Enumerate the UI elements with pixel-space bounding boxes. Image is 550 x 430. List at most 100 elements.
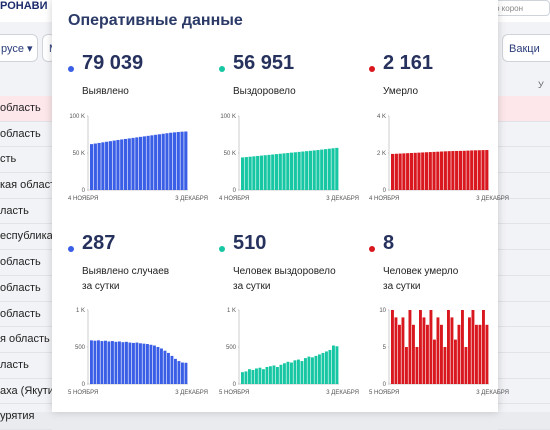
chart-bar[interactable] <box>90 144 94 190</box>
region-list-item[interactable]: ласть <box>0 353 52 379</box>
chart-bar[interactable] <box>116 139 120 190</box>
chart-bar[interactable] <box>107 341 111 384</box>
chart-bar[interactable] <box>405 347 408 384</box>
chart-bar[interactable] <box>332 345 335 384</box>
site-logo[interactable]: РОНАВИ <box>0 0 48 12</box>
chart-bar[interactable] <box>426 324 429 384</box>
chart-bar[interactable] <box>305 151 309 190</box>
chart-bar[interactable] <box>286 153 290 190</box>
chart-bar[interactable] <box>282 153 286 190</box>
chart-bar[interactable] <box>184 362 188 384</box>
chart-bar[interactable] <box>485 324 489 384</box>
chart-bar[interactable] <box>132 342 135 384</box>
chart-bar[interactable] <box>408 310 412 384</box>
chart-bar[interactable] <box>328 349 332 384</box>
chart-bar[interactable] <box>181 362 184 384</box>
region-list-item[interactable]: кая област <box>0 173 52 199</box>
chart-bar[interactable] <box>429 310 433 384</box>
chart-bar[interactable] <box>241 157 245 190</box>
chart-bar[interactable] <box>401 317 405 384</box>
chart-bar[interactable] <box>176 131 180 190</box>
chart-bar[interactable] <box>432 151 436 190</box>
chart-bar[interactable] <box>263 155 267 190</box>
chart-bar[interactable] <box>290 362 293 384</box>
chart-bar[interactable] <box>415 347 419 384</box>
chart-bar[interactable] <box>321 352 325 384</box>
chart-bar[interactable] <box>156 347 160 384</box>
chart-bar[interactable] <box>184 131 188 190</box>
chart-bar[interactable] <box>293 360 297 384</box>
chart-bar[interactable] <box>120 139 124 190</box>
chart-bar[interactable] <box>436 317 440 384</box>
chart-bar[interactable] <box>127 138 131 190</box>
chart-bar[interactable] <box>470 150 474 190</box>
chart-bar[interactable] <box>485 150 489 190</box>
chart-bar[interactable] <box>297 359 300 384</box>
chart-bar[interactable] <box>327 148 331 190</box>
chart-bar[interactable] <box>335 346 339 384</box>
chart-bar[interactable] <box>475 324 478 384</box>
chart-bar[interactable] <box>154 134 158 190</box>
chart-bar[interactable] <box>121 342 125 384</box>
chart-bar[interactable] <box>464 347 468 384</box>
chart-bar[interactable] <box>244 371 248 384</box>
chart-bar[interactable] <box>477 150 481 190</box>
chart-bar[interactable] <box>468 317 471 384</box>
chart-bar[interactable] <box>142 343 146 384</box>
chart-bar[interactable] <box>481 150 485 190</box>
region-list-item[interactable]: урятия <box>0 404 52 430</box>
chart-bar[interactable] <box>323 149 328 190</box>
chart-bar[interactable] <box>146 344 149 384</box>
chart-bar[interactable] <box>93 340 97 384</box>
chart-bar[interactable] <box>279 364 283 384</box>
chart-bar[interactable] <box>458 150 463 190</box>
chart-bar[interactable] <box>100 341 104 384</box>
region-list-item[interactable]: ласть <box>0 199 52 225</box>
chart-bar[interactable] <box>157 134 162 190</box>
chart-bar[interactable] <box>170 355 174 384</box>
chart-bar[interactable] <box>300 361 304 384</box>
chart-bar[interactable] <box>163 350 167 384</box>
chart-bar[interactable] <box>271 154 275 190</box>
chart-bar[interactable] <box>262 369 265 384</box>
chart-bar[interactable] <box>252 156 256 190</box>
chart-bar[interactable] <box>251 369 255 384</box>
chart-bar[interactable] <box>417 152 421 190</box>
region-list-item[interactable]: сть <box>0 147 52 174</box>
chart-bar[interactable] <box>461 310 464 384</box>
chart-bar[interactable] <box>267 154 271 190</box>
chart-bar[interactable] <box>174 358 177 384</box>
region-list-item[interactable]: область <box>0 250 52 276</box>
region-list-item[interactable]: область <box>0 122 52 148</box>
chart-bar[interactable] <box>135 137 139 190</box>
chart-bar[interactable] <box>123 138 128 190</box>
chart-bar[interactable] <box>433 339 436 384</box>
filter-select-left[interactable]: русе ▾ <box>0 34 38 62</box>
chart-bar[interactable] <box>473 150 478 190</box>
chart-bar[interactable] <box>101 142 105 190</box>
chart-bar[interactable] <box>97 142 101 190</box>
chart-bar[interactable] <box>108 141 113 190</box>
chart-bar[interactable] <box>421 152 425 190</box>
chart-bar[interactable] <box>172 132 177 190</box>
search-input[interactable]: о корон <box>490 0 550 16</box>
chart-bar[interactable] <box>440 324 443 384</box>
chart-bar[interactable] <box>283 363 286 384</box>
chart-bar[interactable] <box>398 153 402 190</box>
chart-bar[interactable] <box>293 152 297 190</box>
chart-bar[interactable] <box>419 310 422 384</box>
chart-bar[interactable] <box>241 372 244 384</box>
chart-bar[interactable] <box>259 155 264 190</box>
chart-bar[interactable] <box>422 317 426 384</box>
chart-bar[interactable] <box>450 317 454 384</box>
chart-bar[interactable] <box>394 153 398 190</box>
chart-bar[interactable] <box>244 157 248 190</box>
chart-bar[interactable] <box>248 156 252 190</box>
chart-bar[interactable] <box>311 357 314 384</box>
chart-bar[interactable] <box>443 347 447 384</box>
chart-bar[interactable] <box>149 344 153 384</box>
region-list-item[interactable]: аха (Якутия <box>0 379 52 405</box>
chart-bar[interactable] <box>114 341 118 384</box>
chart-bar[interactable] <box>331 148 335 190</box>
chart-bar[interactable] <box>398 324 401 384</box>
